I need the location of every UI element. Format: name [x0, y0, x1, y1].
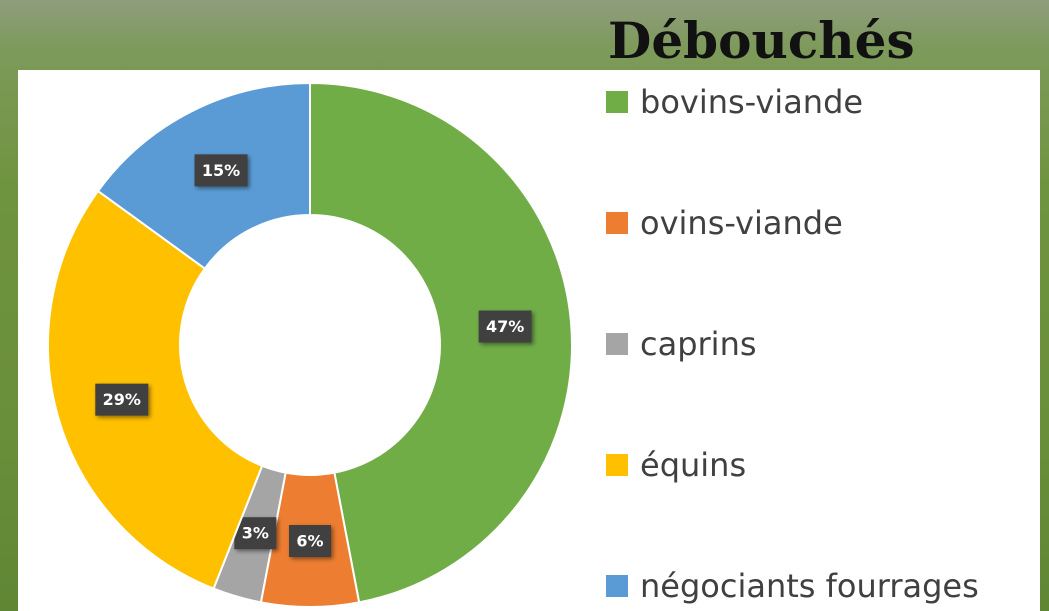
legend-label: ovins-viande	[640, 204, 843, 242]
legend-swatch	[606, 212, 628, 234]
data-label: 15%	[202, 161, 240, 180]
data-label-box	[194, 154, 248, 187]
donut-slice	[47, 189, 264, 590]
legend-swatch	[606, 91, 628, 113]
data-label-box	[478, 310, 532, 343]
data-label: 6%	[296, 532, 323, 551]
data-label-box	[95, 383, 149, 416]
data-label: 3%	[242, 524, 269, 543]
legend-swatch	[606, 333, 628, 355]
legend-label: équins	[640, 446, 746, 484]
data-label: 47%	[486, 317, 524, 336]
data-label-box	[289, 525, 331, 557]
data-label-box	[234, 517, 277, 550]
legend-swatch	[606, 575, 628, 597]
legend-swatch	[606, 454, 628, 476]
chart-title: Débouchés	[608, 11, 915, 70]
legend-label: caprins	[640, 325, 757, 363]
donut-slice	[309, 81, 573, 604]
legend-label: bovins-viande	[640, 83, 863, 121]
legend-label: négociants fourrages	[640, 567, 979, 605]
data-label: 29%	[103, 390, 141, 409]
